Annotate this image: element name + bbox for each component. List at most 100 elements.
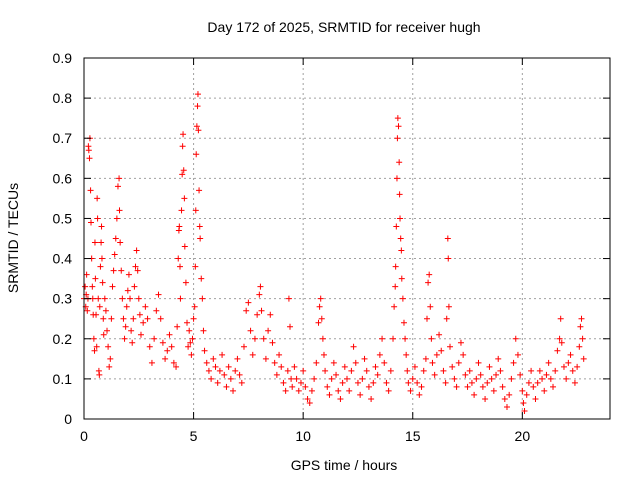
data-point — [457, 339, 464, 346]
data-point — [563, 375, 570, 382]
data-point — [365, 383, 372, 390]
data-point — [108, 315, 115, 322]
data-point — [383, 379, 390, 386]
data-point — [91, 239, 98, 246]
data-point — [411, 363, 418, 370]
data-point — [278, 363, 285, 370]
data-point — [96, 371, 103, 378]
data-point — [428, 335, 435, 342]
data-point — [122, 323, 129, 330]
data-point — [196, 187, 203, 194]
data-point — [112, 235, 119, 242]
data-point — [493, 371, 500, 378]
data-point — [403, 351, 410, 358]
x-axis-title: GPS time / hours — [291, 457, 398, 473]
data-point — [359, 375, 366, 382]
data-point — [269, 339, 276, 346]
data-point — [346, 387, 353, 394]
data-point — [357, 391, 364, 398]
data-point — [90, 335, 97, 342]
data-point — [230, 387, 237, 394]
data-point — [132, 263, 139, 270]
data-point — [113, 215, 120, 222]
data-point — [195, 127, 202, 134]
data-point — [177, 295, 184, 302]
data-point — [475, 359, 482, 366]
data-point — [396, 191, 403, 198]
data-point — [284, 367, 291, 374]
data-point — [200, 327, 207, 334]
data-point — [423, 315, 430, 322]
data-point — [94, 195, 101, 202]
data-point — [490, 387, 497, 394]
data-point — [393, 175, 400, 182]
data-point — [118, 267, 125, 274]
data-point — [236, 371, 243, 378]
data-point — [534, 379, 541, 386]
data-point — [254, 311, 261, 318]
data-point — [525, 379, 532, 386]
data-point — [110, 267, 117, 274]
data-point — [445, 255, 452, 262]
data-point — [197, 235, 204, 242]
data-point — [335, 387, 342, 394]
data-point — [556, 335, 563, 342]
data-point — [552, 367, 559, 374]
data-point — [306, 399, 313, 406]
data-point — [315, 319, 322, 326]
data-point — [391, 303, 398, 310]
data-point — [192, 263, 199, 270]
data-point — [393, 223, 400, 230]
data-point — [433, 351, 440, 358]
data-point — [468, 379, 475, 386]
data-point — [530, 383, 537, 390]
data-point — [397, 235, 404, 242]
data-point — [539, 375, 546, 382]
y-tick-label: 0.8 — [53, 90, 73, 106]
data-point — [102, 307, 109, 314]
data-point — [414, 379, 421, 386]
data-point — [134, 267, 141, 274]
data-point — [541, 387, 548, 394]
data-point — [276, 351, 283, 358]
data-point — [392, 283, 399, 290]
data-point — [116, 175, 123, 182]
data-point — [109, 283, 116, 290]
data-point — [300, 367, 307, 374]
data-point — [216, 367, 223, 374]
data-point — [93, 343, 100, 350]
data-point — [175, 255, 182, 262]
data-point — [116, 207, 123, 214]
data-point — [398, 247, 405, 254]
data-point — [142, 303, 149, 310]
data-point — [93, 311, 100, 318]
data-point — [503, 403, 510, 410]
data-point — [168, 343, 175, 350]
data-point — [390, 335, 397, 342]
data-point — [232, 367, 239, 374]
data-point — [420, 367, 427, 374]
data-point — [193, 123, 200, 130]
data-point — [479, 383, 486, 390]
data-point — [140, 319, 147, 326]
data-point — [120, 315, 127, 322]
data-point — [545, 359, 552, 366]
data-point — [214, 379, 221, 386]
data-point — [330, 359, 337, 366]
data-point — [429, 359, 436, 366]
data-point — [560, 363, 567, 370]
data-point — [557, 315, 564, 322]
data-point — [98, 255, 105, 262]
x-tick-label: 5 — [190, 428, 198, 444]
data-point — [189, 335, 196, 342]
data-point — [179, 171, 186, 178]
data-point — [565, 359, 572, 366]
y-tick-label: 0 — [64, 411, 72, 427]
data-point — [97, 263, 104, 270]
data-point — [368, 395, 375, 402]
data-point — [304, 395, 311, 402]
data-point — [521, 407, 528, 414]
data-point — [260, 335, 267, 342]
data-point — [372, 363, 379, 370]
data-point — [100, 315, 107, 322]
